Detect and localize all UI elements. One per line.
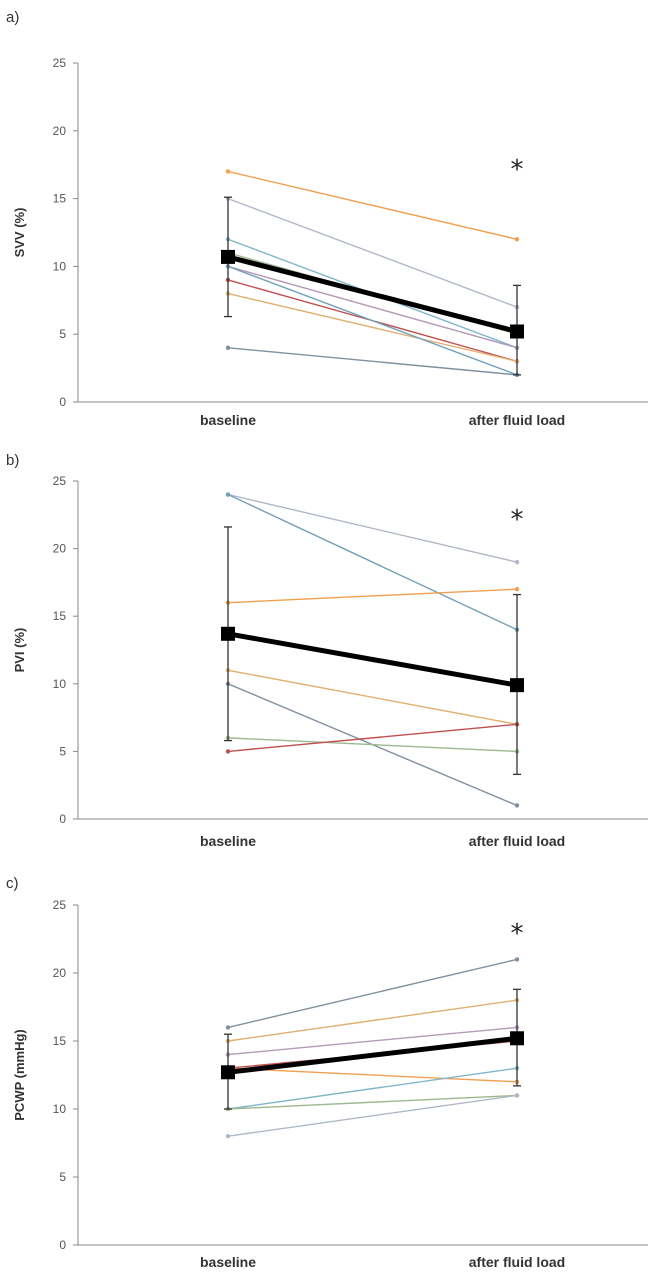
series-line xyxy=(227,723,518,753)
series-line xyxy=(227,1094,518,1137)
series-2 xyxy=(225,492,520,632)
significance-marker: * xyxy=(511,155,524,185)
mean-point xyxy=(221,249,235,264)
mean-point xyxy=(510,1031,524,1046)
series-point xyxy=(514,237,520,242)
series-line xyxy=(227,265,518,376)
mean-point xyxy=(510,678,524,693)
series-7 xyxy=(225,291,520,364)
series-point xyxy=(514,1093,520,1098)
series-line xyxy=(227,170,518,240)
series-1 xyxy=(225,492,520,565)
chart-panel-3: c) 0 5 10 15 20 25 PCWP (mmHg) baseline after flu… xyxy=(6,875,648,1270)
significance-marker: * xyxy=(511,505,524,535)
y-tick-label: 20 xyxy=(53,542,67,556)
series-line xyxy=(227,493,518,563)
series-line xyxy=(227,1094,518,1110)
series-line xyxy=(227,265,518,349)
series-point xyxy=(225,1025,231,1030)
significance-marker: * xyxy=(511,919,524,949)
x-category-label: baseline xyxy=(200,412,256,428)
chart-panel-1: a) 0 5 10 15 20 25 SVV (%) baseline after fluid l… xyxy=(6,9,648,428)
y-tick-label: 15 xyxy=(53,609,67,623)
series-point xyxy=(514,957,520,962)
mean-point xyxy=(221,626,235,641)
mean-line xyxy=(227,1035,518,1075)
mean-series xyxy=(221,526,524,776)
x-category-label: after fluid load xyxy=(469,412,565,428)
y-tick-label: 25 xyxy=(53,898,67,912)
y-axis-title: PCWP (mmHg) xyxy=(12,1029,27,1120)
series-line xyxy=(227,493,518,631)
panel-label: a) xyxy=(6,9,19,26)
series-3 xyxy=(225,586,520,605)
series-point xyxy=(514,803,520,808)
y-tick-label: 0 xyxy=(59,1238,66,1252)
series-line xyxy=(227,737,518,753)
mean-line xyxy=(227,254,518,334)
y-tick-label: 0 xyxy=(59,395,66,409)
mean-series xyxy=(221,196,524,376)
series-point xyxy=(225,1134,231,1139)
x-category-label: after fluid load xyxy=(469,1254,565,1270)
y-tick-label: 5 xyxy=(59,1170,66,1184)
y-tick-label: 10 xyxy=(53,677,67,691)
y-tick-label: 15 xyxy=(53,192,67,206)
series-point xyxy=(514,559,520,565)
series-point xyxy=(225,345,231,350)
y-tick-label: 10 xyxy=(53,1102,67,1116)
series-line xyxy=(227,999,518,1042)
mean-line xyxy=(227,631,518,688)
series-5 xyxy=(225,264,520,350)
x-category-label: baseline xyxy=(200,833,256,849)
panel-label: b) xyxy=(6,452,19,469)
mean-point xyxy=(510,324,524,339)
y-axis-title: SVV (%) xyxy=(12,208,27,258)
panel-label: c) xyxy=(6,875,19,892)
series-line xyxy=(227,197,518,308)
series-point xyxy=(514,586,520,592)
mean-point xyxy=(221,1065,235,1080)
series-2 xyxy=(225,998,520,1044)
series-1 xyxy=(225,169,520,242)
y-tick-label: 20 xyxy=(53,966,67,980)
series-line xyxy=(227,588,518,604)
series-9 xyxy=(225,345,520,378)
series-point xyxy=(225,749,231,754)
chart-panel-2: b) 0 5 10 15 20 25 PVI (%) baseline after fluid l… xyxy=(6,452,648,849)
series-line xyxy=(227,1067,518,1110)
series-8 xyxy=(225,1093,520,1139)
x-category-label: after fluid load xyxy=(469,833,565,849)
series-line xyxy=(227,347,518,376)
y-tick-label: 0 xyxy=(59,812,66,826)
series-line xyxy=(227,669,518,726)
series-line xyxy=(227,958,518,1029)
series-1 xyxy=(225,957,520,1030)
y-tick-label: 20 xyxy=(53,124,67,138)
y-tick-label: 5 xyxy=(59,744,66,758)
y-tick-label: 5 xyxy=(59,327,66,341)
y-tick-label: 15 xyxy=(53,1034,67,1048)
series-line xyxy=(227,292,518,363)
y-axis-title: PVI (%) xyxy=(12,628,27,673)
y-tick-label: 10 xyxy=(53,259,67,273)
series-line xyxy=(227,1067,518,1083)
series-7 xyxy=(225,722,520,754)
y-tick-label: 25 xyxy=(53,474,67,488)
series-7 xyxy=(225,1093,520,1112)
series-line xyxy=(227,1026,518,1056)
y-tick-label: 25 xyxy=(53,56,67,70)
x-category-label: baseline xyxy=(200,1254,256,1270)
series-point xyxy=(225,492,231,497)
series-6 xyxy=(225,1066,520,1112)
mean-series xyxy=(221,988,524,1110)
series-point xyxy=(225,169,231,174)
